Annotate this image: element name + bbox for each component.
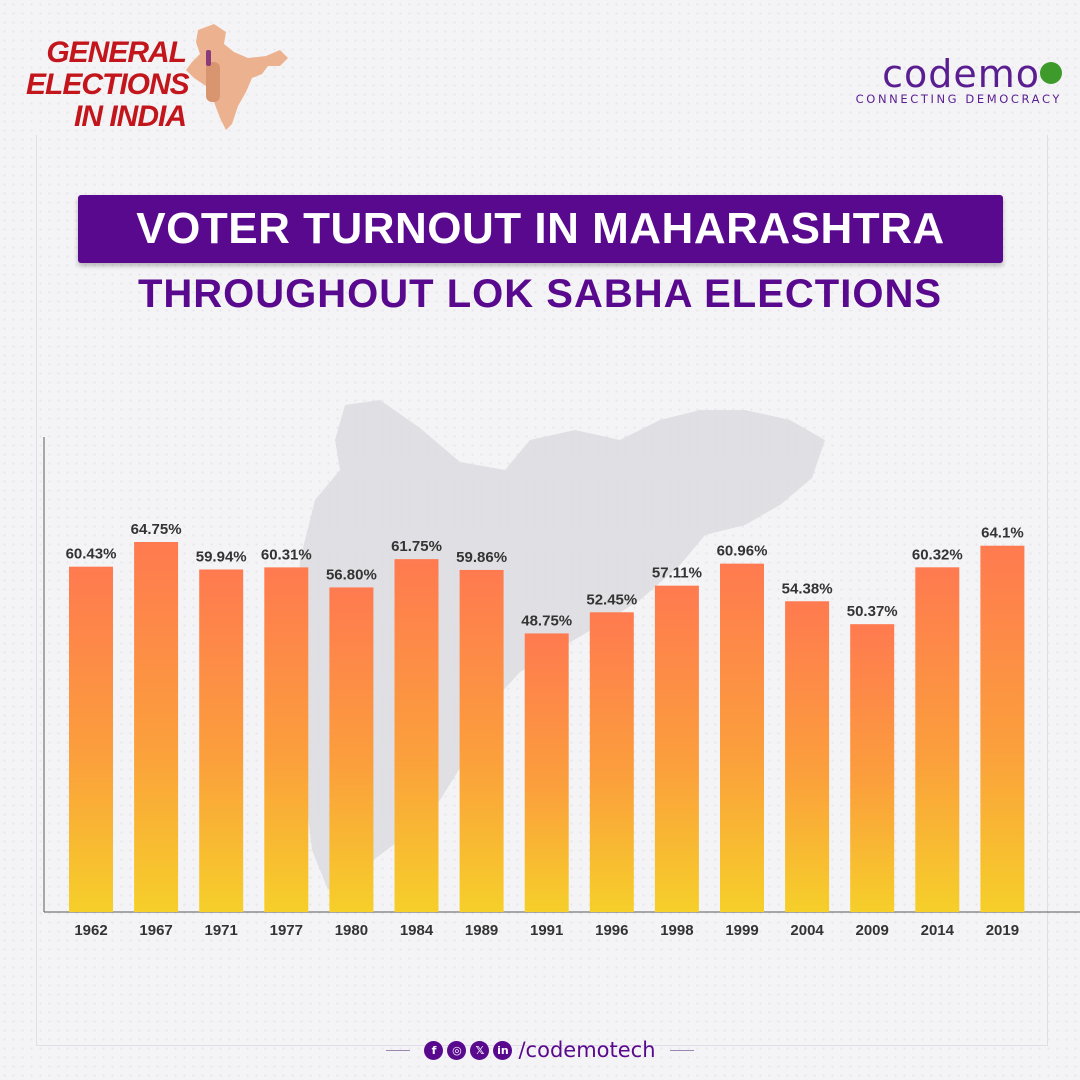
x-tick-label-1977: 1977 — [270, 922, 303, 939]
page-title: VOTER TURNOUT IN MAHARASHTRA — [136, 204, 945, 253]
codemo-green-dot — [1040, 62, 1062, 84]
codemo-wordmark: codemo — [882, 52, 1040, 96]
india-map-icon — [186, 24, 288, 130]
value-label-1977: 60.31% — [261, 546, 312, 563]
bar-1967 — [134, 542, 179, 912]
x-tick-label-2014: 2014 — [921, 922, 955, 939]
codemo-tagline: CONNECTING DEMOCRACY — [855, 92, 1062, 106]
brand-line-1: GENERAL — [46, 36, 187, 69]
value-label-2014: 60.32% — [912, 546, 963, 563]
bar-1999 — [720, 563, 764, 912]
x-tick-label-1962: 1962 — [74, 922, 107, 939]
value-label-1996: 52.45% — [586, 591, 637, 608]
bar-1977 — [264, 567, 309, 912]
brand-line-3: IN INDIA — [74, 100, 187, 133]
x-tick-label-1967: 1967 — [139, 922, 172, 939]
codemo-logo: codemo CONNECTING DEMOCRACY — [832, 52, 1062, 112]
bar-2014 — [915, 567, 960, 912]
value-label-1971: 59.94% — [196, 548, 247, 565]
general-elections-logo: GENERAL ELECTIONS IN INDIA — [26, 22, 288, 134]
x-tick-label-1991: 1991 — [530, 922, 563, 939]
footer-rule-right — [669, 1049, 694, 1051]
bar-2019 — [980, 545, 1025, 912]
value-label-1980: 56.80% — [326, 566, 377, 583]
bar-1989 — [459, 569, 504, 912]
bar-1971 — [199, 569, 244, 912]
bar-2009 — [850, 624, 895, 912]
value-label-2019: 64.1% — [981, 525, 1024, 542]
value-label-1962: 60.43% — [66, 546, 117, 563]
page-frame — [36, 135, 1048, 1046]
value-label-1984: 61.75% — [391, 538, 442, 555]
x-tick-label-1998: 1998 — [660, 922, 693, 939]
x-tick-label-1980: 1980 — [335, 922, 368, 939]
social-handle[interactable]: /codemotech — [518, 1038, 656, 1062]
value-label-2009: 50.37% — [847, 603, 898, 620]
value-label-1999: 60.96% — [717, 543, 768, 560]
x-tick-label-1984: 1984 — [400, 922, 434, 939]
bar-1998 — [654, 585, 699, 912]
x-tick-label-2004: 2004 — [790, 922, 824, 939]
page-subtitle: THROUGHOUT LOK SABHA ELECTIONS — [137, 272, 943, 316]
value-label-1989: 59.86% — [456, 549, 507, 566]
brand-line-2: ELECTIONS — [26, 68, 190, 101]
bar-2004 — [785, 601, 830, 912]
footer-rule-left — [386, 1049, 411, 1051]
bar-1996 — [589, 612, 634, 912]
value-label-1967: 64.75% — [131, 521, 182, 538]
x-tick-label-2009: 2009 — [856, 922, 889, 939]
instagram-icon[interactable]: ◎ — [447, 1040, 467, 1060]
x-tick-label-1989: 1989 — [465, 922, 498, 939]
value-label-2004: 54.38% — [782, 580, 833, 597]
bar-1991 — [524, 633, 569, 912]
title-banner: VOTER TURNOUT IN MAHARASHTRA — [78, 195, 1003, 263]
x-tick-label-2019: 2019 — [986, 922, 1019, 939]
x-icon[interactable]: 𝕏 — [470, 1040, 490, 1060]
bar-1984 — [394, 559, 439, 912]
linkedin-icon[interactable]: in — [493, 1040, 513, 1060]
footer: f ◎ 𝕏 in /codemotech — [0, 1034, 1080, 1066]
x-tick-label-1971: 1971 — [205, 922, 238, 939]
x-tick-label-1996: 1996 — [595, 922, 628, 939]
x-tick-label-1999: 1999 — [725, 922, 758, 939]
bar-1962 — [69, 566, 113, 912]
value-label-1991: 48.75% — [521, 612, 572, 629]
facebook-icon[interactable]: f — [424, 1040, 444, 1060]
bar-1980 — [329, 587, 374, 912]
value-label-1998: 57.11% — [652, 565, 702, 582]
